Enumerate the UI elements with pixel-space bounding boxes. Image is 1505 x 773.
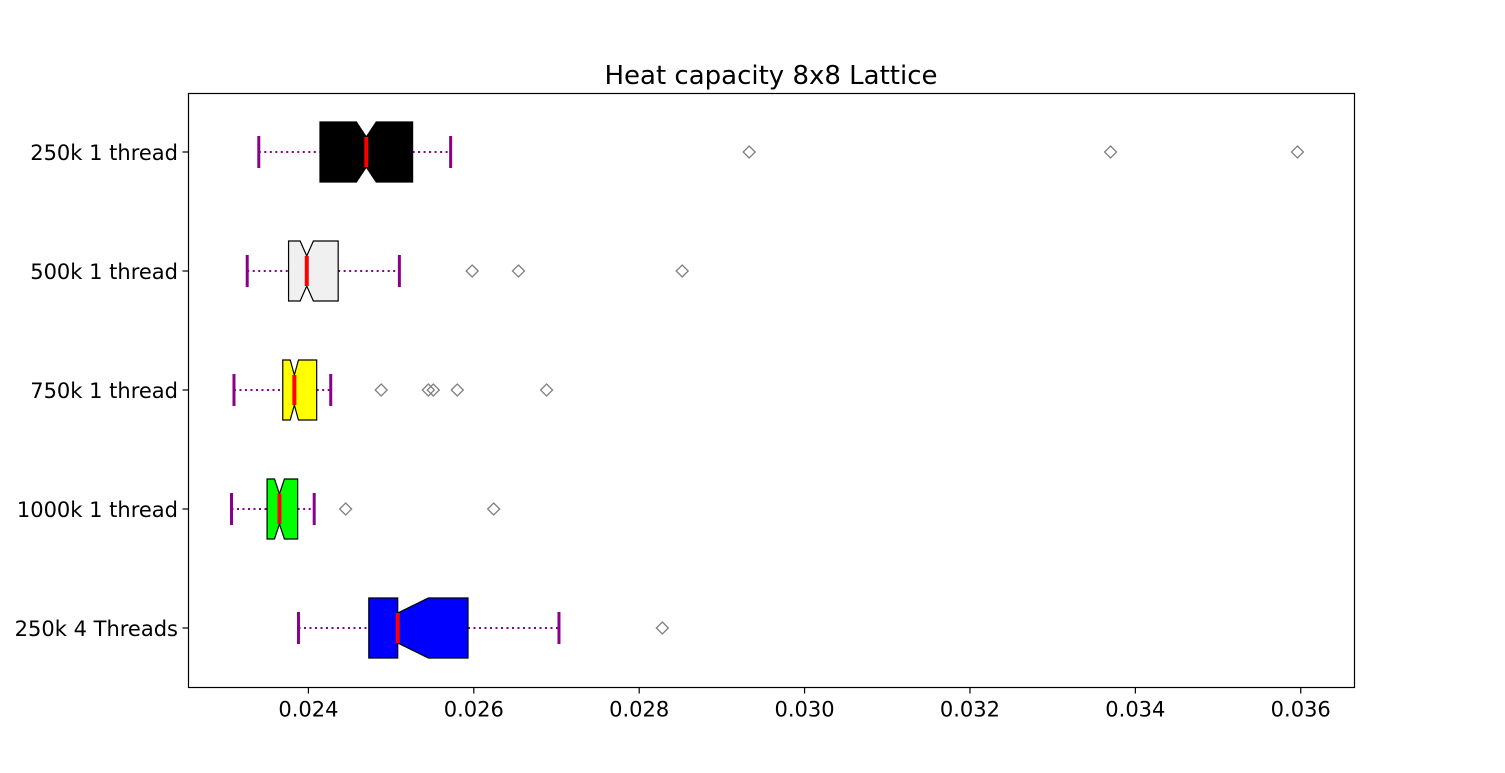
outlier-marker: [374, 383, 389, 397]
x-tick-label: 0.026: [444, 698, 504, 722]
plot-marks: [230, 121, 1305, 659]
x-axis: 0.024 0.026 0.028 0.030 0.032 0.034 0.036: [278, 687, 1331, 722]
notched-box: [368, 597, 469, 659]
outlier-marker: [655, 621, 670, 635]
y-axis: 250k 1 thread 500k 1 thread 750k 1 thread 1…: [15, 141, 189, 641]
x-tick-label: 0.036: [1271, 698, 1331, 722]
plot-area-frame: [187, 92, 1356, 689]
y-tick-label: 250k 4 Threads: [15, 617, 178, 641]
notched-box: [266, 478, 299, 540]
notched-box: [287, 240, 339, 302]
x-tick-label: 0.030: [775, 698, 835, 722]
box-group: [232, 359, 554, 421]
box-group: [296, 597, 670, 659]
outlier-marker: [511, 264, 526, 278]
outlier-marker: [486, 502, 501, 516]
outlier-marker: [421, 383, 436, 397]
y-tick-label: 750k 1 thread: [30, 379, 178, 403]
outlier-marker: [675, 264, 690, 278]
x-tick-label: 0.034: [1105, 698, 1165, 722]
box-group: [230, 478, 501, 540]
outlier-marker: [539, 383, 554, 397]
outlier-marker: [742, 145, 757, 159]
outlier-marker: [338, 502, 353, 516]
y-tick-label: 1000k 1 thread: [17, 498, 178, 522]
outlier-marker: [450, 383, 465, 397]
y-tick-label: 500k 1 thread: [30, 260, 178, 284]
x-tick-label: 0.024: [278, 698, 338, 722]
x-tick-label: 0.032: [940, 698, 1000, 722]
box-group: [245, 240, 690, 302]
outlier-marker: [426, 383, 441, 397]
outlier-marker: [1103, 145, 1118, 159]
x-tick-label: 0.028: [609, 698, 669, 722]
chart-title: Heat capacity 8x8 Lattice: [604, 61, 937, 91]
box-group: [257, 121, 1305, 183]
y-tick-label: 250k 1 thread: [30, 141, 178, 165]
notched-box: [282, 359, 318, 421]
outlier-marker: [1290, 145, 1305, 159]
outlier-marker: [465, 264, 480, 278]
